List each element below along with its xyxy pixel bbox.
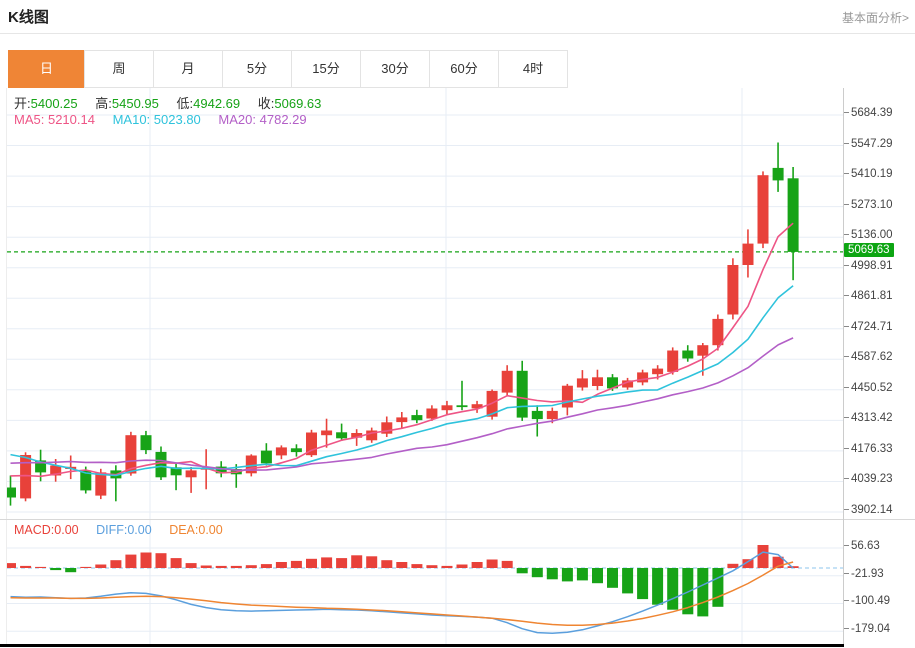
tab-30min[interactable]: 30分 — [360, 50, 430, 88]
axis-border — [843, 88, 844, 646]
last-price-tag: 5069.63 — [844, 243, 894, 257]
macd-chart-canvas[interactable] — [7, 520, 843, 645]
chart-bottom-line — [0, 644, 844, 647]
ohlc-readout: 开:5400.25 高:5450.95 低:4942.69 收:5069.63 — [14, 93, 335, 112]
y-axis-label: 5410.19 — [844, 168, 893, 180]
tab-week[interactable]: 周 — [84, 50, 154, 88]
macd-y-axis: 56.63 -21.93 -100.49 -179.04 — [844, 520, 915, 645]
y-axis-label: 4176.33 — [844, 443, 893, 455]
y-axis-label: 3902.14 — [844, 504, 893, 516]
open-readout: 开:5400.25 — [14, 96, 78, 111]
dea-value-readout: DEA:0.00 — [169, 523, 223, 537]
tab-month[interactable]: 月 — [153, 50, 223, 88]
header-divider — [0, 33, 915, 34]
y-axis-label: 56.63 — [844, 540, 880, 552]
fundamental-analysis-link[interactable]: 基本面分析> — [841, 11, 909, 25]
panel-divider — [0, 519, 915, 520]
ma5-readout: MA5: 5210.14 — [14, 112, 95, 127]
y-axis-label: 5684.39 — [844, 107, 893, 119]
low-readout: 低:4942.69 — [176, 96, 241, 111]
price-chart-canvas[interactable] — [7, 88, 843, 519]
tab-15min[interactable]: 15分 — [291, 50, 361, 88]
close-readout: 收:5069.63 — [257, 96, 322, 111]
period-tabs: 日 周 月 5分 15分 30分 60分 4时 — [8, 50, 568, 88]
tab-day[interactable]: 日 — [8, 50, 85, 88]
y-axis-label: -21.93 — [844, 568, 884, 580]
y-axis-label: 5136.00 — [844, 229, 893, 241]
macd-readout: MACD:0.00 DIFF:0.00 DEA:0.00 — [14, 523, 237, 537]
ma10-readout: MA10: 5023.80 — [112, 112, 201, 127]
high-readout: 高:5450.95 — [95, 96, 159, 111]
tab-4hour[interactable]: 4时 — [498, 50, 568, 88]
plot-left-border — [6, 88, 7, 644]
y-axis-label: 4313.42 — [844, 412, 893, 424]
price-y-axis: 5684.39 5547.29 5410.19 5273.10 5136.00 4998.… — [844, 88, 915, 519]
page-title: K线图 — [8, 9, 49, 26]
tab-5min[interactable]: 5分 — [222, 50, 292, 88]
y-axis-label: 4587.62 — [844, 351, 893, 363]
y-axis-label: 5547.29 — [844, 138, 893, 150]
y-axis-label: 4039.23 — [844, 473, 893, 485]
tab-60min[interactable]: 60分 — [429, 50, 499, 88]
y-axis-label: 5273.10 — [844, 199, 893, 211]
y-axis-label: -100.49 — [844, 595, 890, 607]
diff-value-readout: DIFF:0.00 — [96, 523, 152, 537]
ma20-readout: MA20: 4782.29 — [218, 112, 307, 127]
ma-readout: MA5: 5210.14 MA10: 5023.80 MA20: 4782.29 — [14, 112, 321, 127]
y-axis-label: 4998.91 — [844, 260, 893, 272]
macd-value-readout: MACD:0.00 — [14, 523, 79, 537]
y-axis-label: 4861.81 — [844, 290, 893, 302]
y-axis-label: -179.04 — [844, 623, 890, 635]
y-axis-label: 4450.52 — [844, 382, 893, 394]
y-axis-label: 4724.71 — [844, 321, 893, 333]
